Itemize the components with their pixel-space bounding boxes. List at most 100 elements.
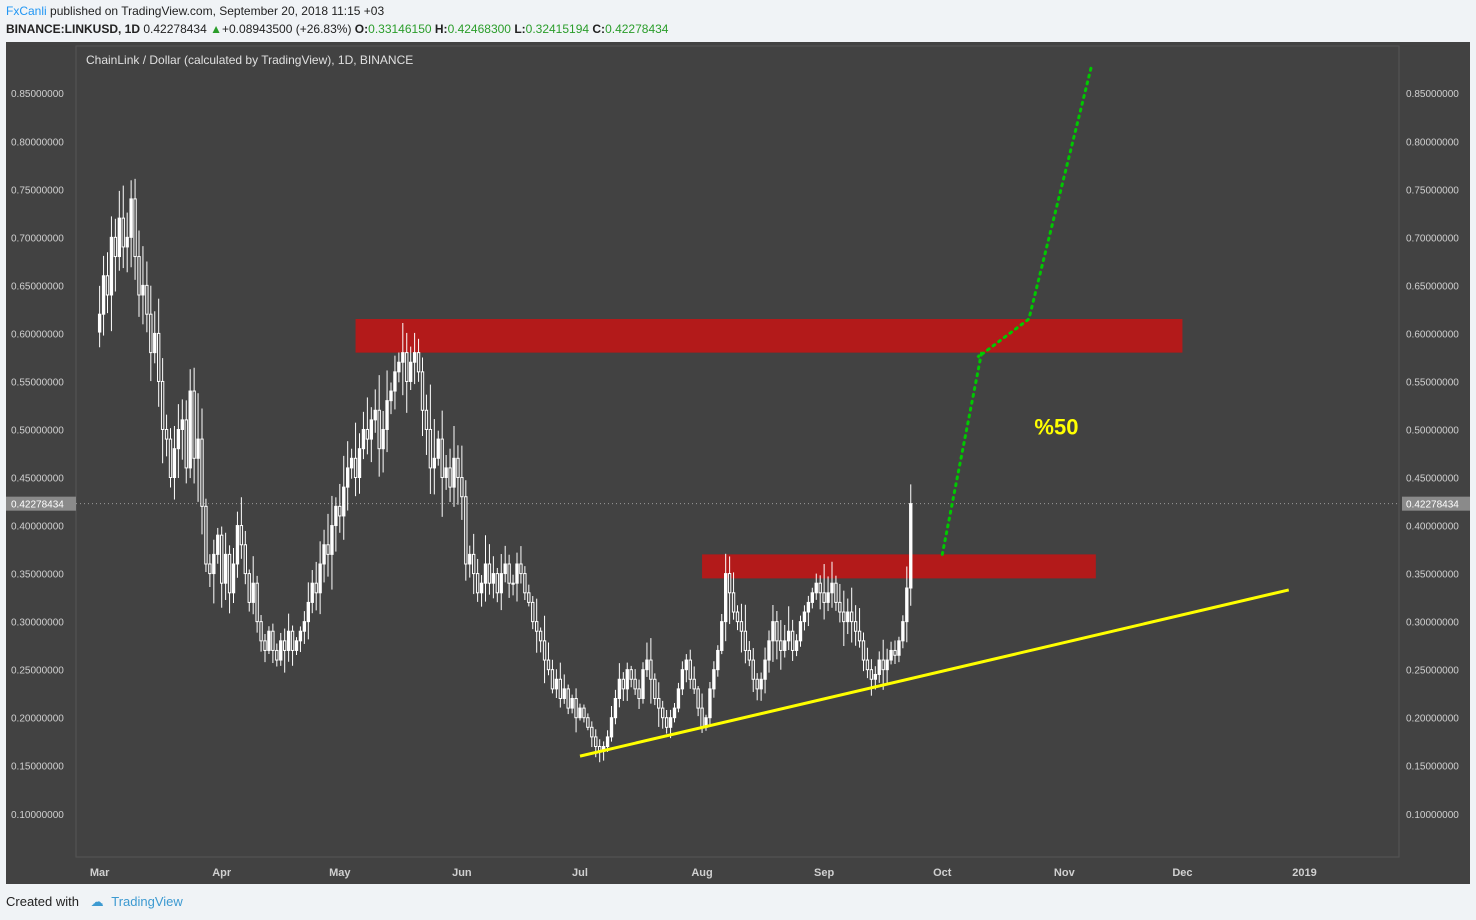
date-tick: Sep — [814, 867, 834, 879]
date-tick: Oct — [933, 867, 952, 879]
plot-frame — [75, 45, 1400, 858]
candle-body — [349, 457, 354, 469]
candle-body — [657, 697, 661, 709]
price-tick-left: 0.25000000 — [11, 666, 64, 677]
candle-body — [755, 678, 759, 690]
price-tick-right: 0.55000000 — [1406, 377, 1459, 388]
candle-body — [519, 563, 523, 575]
candle-body — [700, 707, 704, 728]
candle-body — [105, 275, 110, 296]
candle-body — [668, 717, 673, 728]
projection-path — [940, 62, 1094, 556]
open-label: O: — [354, 22, 369, 36]
candle-body — [629, 669, 633, 680]
candle-body — [239, 525, 244, 546]
candle-body — [483, 563, 488, 584]
candle-body — [830, 582, 834, 594]
candle-body — [550, 669, 555, 690]
candle-body — [802, 611, 807, 623]
candle-body — [235, 525, 240, 565]
candle-body — [243, 544, 247, 575]
candle-body — [188, 390, 192, 469]
candle-body — [487, 563, 492, 584]
candle-body — [416, 352, 421, 373]
candle-body — [889, 649, 893, 661]
candle-body — [794, 640, 799, 651]
tradingview-logo-icon[interactable]: ☁ — [90, 894, 104, 909]
price-tick-left: 0.60000000 — [11, 329, 64, 340]
chart-svg[interactable]: ChainLink / Dollar (calculated by Tradin… — [6, 42, 1470, 884]
candle-body — [861, 640, 866, 661]
symbol-label: BINANCE:LINKUSD, 1D — [6, 22, 141, 36]
candle-body — [290, 630, 295, 651]
candle-body — [850, 611, 854, 623]
date-tick: Dec — [1172, 867, 1192, 879]
candle-body — [444, 467, 448, 479]
chart-panel[interactable]: ChainLink / Dollar (calculated by Tradin… — [6, 42, 1470, 884]
candle-body — [735, 611, 740, 623]
candle-body — [448, 467, 452, 488]
date-tick: 2019 — [1292, 867, 1316, 879]
candle-body — [649, 659, 653, 680]
candle-body — [586, 717, 590, 728]
candle-body — [247, 573, 251, 603]
candle-body — [873, 673, 877, 680]
candle-body — [810, 592, 814, 603]
candle-body — [259, 621, 263, 642]
candle-body — [180, 419, 184, 430]
candle-body — [373, 409, 377, 421]
candle-body — [409, 361, 413, 382]
candle-body — [767, 640, 771, 661]
candle-body — [724, 573, 728, 623]
candle-body — [365, 428, 370, 440]
price-tick-left: 0.45000000 — [11, 474, 64, 485]
candle-body — [507, 563, 511, 584]
candle-body — [283, 640, 287, 651]
footer: Created with ☁ TradingView — [6, 894, 183, 910]
resistance-zone — [702, 554, 1096, 579]
candle-body — [389, 390, 393, 402]
candle-body — [338, 505, 342, 517]
candle-body — [653, 678, 657, 699]
symbol-header: BINANCE:LINKUSD, 1D 0.42278434 ▲+0.08943… — [6, 22, 668, 36]
low-value: 0.32415194 — [525, 22, 590, 36]
candle-body — [743, 630, 748, 651]
candle-body — [326, 544, 330, 555]
tradingview-brand-link[interactable]: TradingView — [111, 894, 183, 909]
candle-body — [818, 582, 822, 594]
candle-body — [853, 621, 858, 632]
candle-body — [712, 669, 716, 690]
candle-body — [574, 697, 578, 719]
price-tick-right: 0.65000000 — [1406, 281, 1459, 292]
candle-body — [720, 621, 724, 651]
published-text: published on TradingView.com, September … — [50, 4, 385, 18]
candle-body — [440, 438, 444, 479]
price-tick-right: 0.30000000 — [1406, 618, 1459, 629]
candle-body — [834, 582, 838, 603]
price-tick-left: 0.70000000 — [11, 233, 64, 244]
candle-body — [393, 371, 397, 392]
date-tick: Apr — [212, 867, 232, 879]
low-label: L: — [514, 22, 526, 36]
high-label: H: — [434, 22, 448, 36]
candle-body — [716, 649, 720, 671]
price-tick-left: 0.30000000 — [11, 618, 64, 629]
candle-body — [460, 477, 464, 498]
candle-body — [546, 659, 551, 671]
candle-body — [334, 505, 338, 527]
candle-body — [196, 438, 200, 459]
author-link[interactable]: FxCanli — [6, 4, 47, 18]
candle-body — [511, 582, 515, 585]
candle-body — [771, 621, 775, 642]
price-tick-right: 0.45000000 — [1406, 474, 1459, 485]
candle-body — [759, 678, 763, 690]
candle-body — [877, 659, 881, 675]
candle-body — [204, 505, 208, 565]
candle-body — [727, 573, 732, 594]
candle-body — [531, 601, 535, 623]
resistance-zone — [355, 319, 1183, 353]
date-tick: Nov — [1054, 867, 1076, 879]
price-tick-right: 0.10000000 — [1406, 810, 1459, 821]
candle-body — [590, 726, 594, 738]
candle-body — [479, 582, 484, 594]
